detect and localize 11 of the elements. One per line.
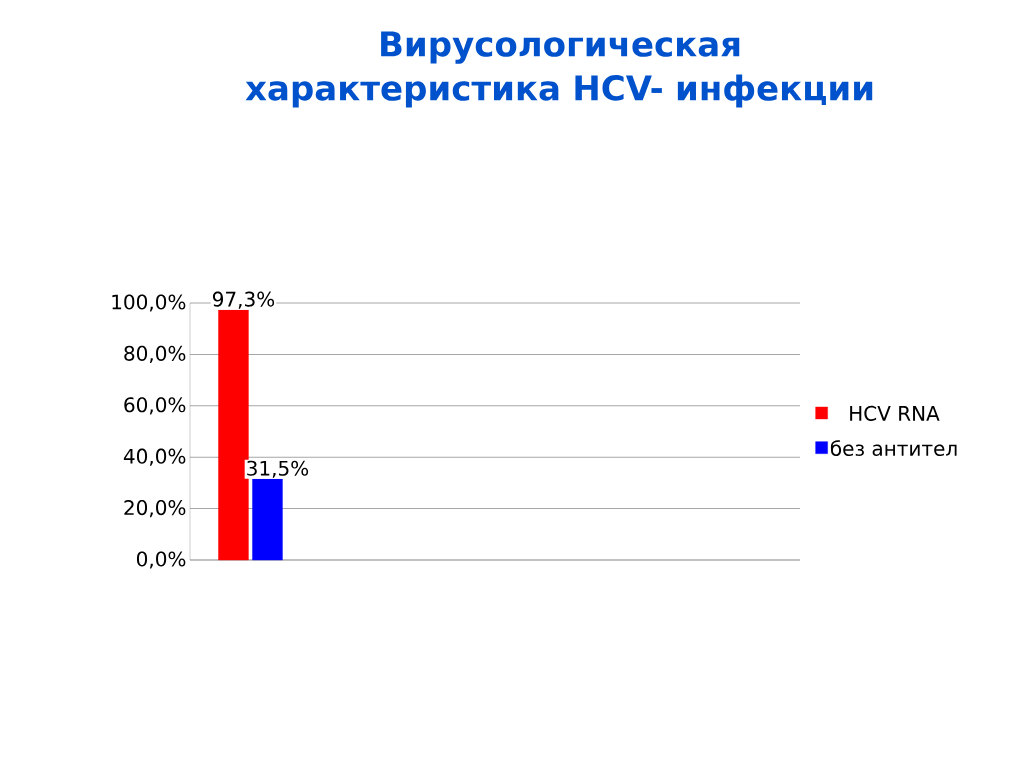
y-tick-label: 60,0% bbox=[124, 397, 186, 415]
legend-label: без антител bbox=[830, 440, 957, 456]
legend-label: HCV RNA bbox=[850, 405, 940, 421]
y-tick-label: 80,0% bbox=[124, 345, 186, 363]
y-tick-label: 20,0% bbox=[124, 500, 186, 518]
y-tick-label: 40,0% bbox=[123, 448, 186, 466]
chart-title: Вирусологическая характеристика HCV- инфекции bbox=[245, 31, 873, 108]
y-tick-label: 100,0% bbox=[112, 294, 186, 312]
y-tick-label: 0,0% bbox=[136, 551, 186, 569]
data-label: 97,3% bbox=[212, 291, 275, 309]
data-label: 31,5% bbox=[247, 460, 309, 478]
